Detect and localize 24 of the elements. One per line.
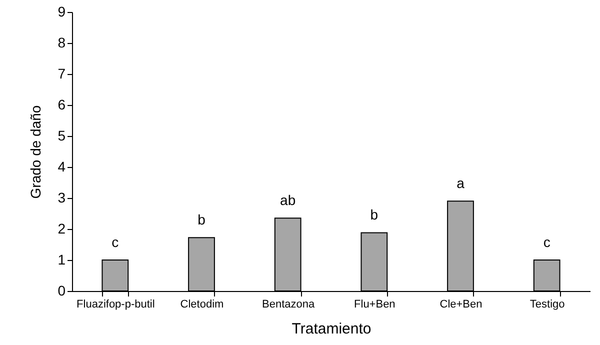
annotation: c — [112, 234, 119, 250]
x-tick-label: Cletodim — [180, 298, 224, 310]
y-tick-label: 6 — [58, 96, 66, 112]
x-tick-label: Bentazona — [262, 298, 316, 310]
annotation: b — [198, 212, 206, 228]
annotation: b — [370, 206, 378, 223]
y-tick-label: 4 — [58, 158, 66, 174]
x-tick-label: Cle+Ben — [440, 298, 482, 310]
y-tick-label: 7 — [58, 66, 66, 82]
y-tick-label: 0 — [58, 282, 66, 298]
x-tick-label: Testigo — [530, 298, 565, 310]
y-tick-label: 3 — [58, 190, 66, 206]
y-tick-label: 2 — [58, 220, 66, 236]
y-tick-label: 5 — [58, 128, 66, 144]
annotation: a — [456, 175, 465, 192]
y-tick-label: 8 — [58, 34, 66, 50]
y-tick-label: 1 — [58, 252, 66, 268]
annotation: ab — [280, 192, 296, 208]
y-tick-label: 9 — [58, 4, 66, 20]
y-axis-title: Grado de daño — [28, 105, 44, 199]
x-tick-label: Flu+Ben — [354, 298, 396, 310]
annotation: c — [543, 234, 550, 250]
x-axis-title: Tratamiento — [292, 320, 372, 338]
x-tick-label: Fluazifop-p-butil — [76, 298, 155, 310]
